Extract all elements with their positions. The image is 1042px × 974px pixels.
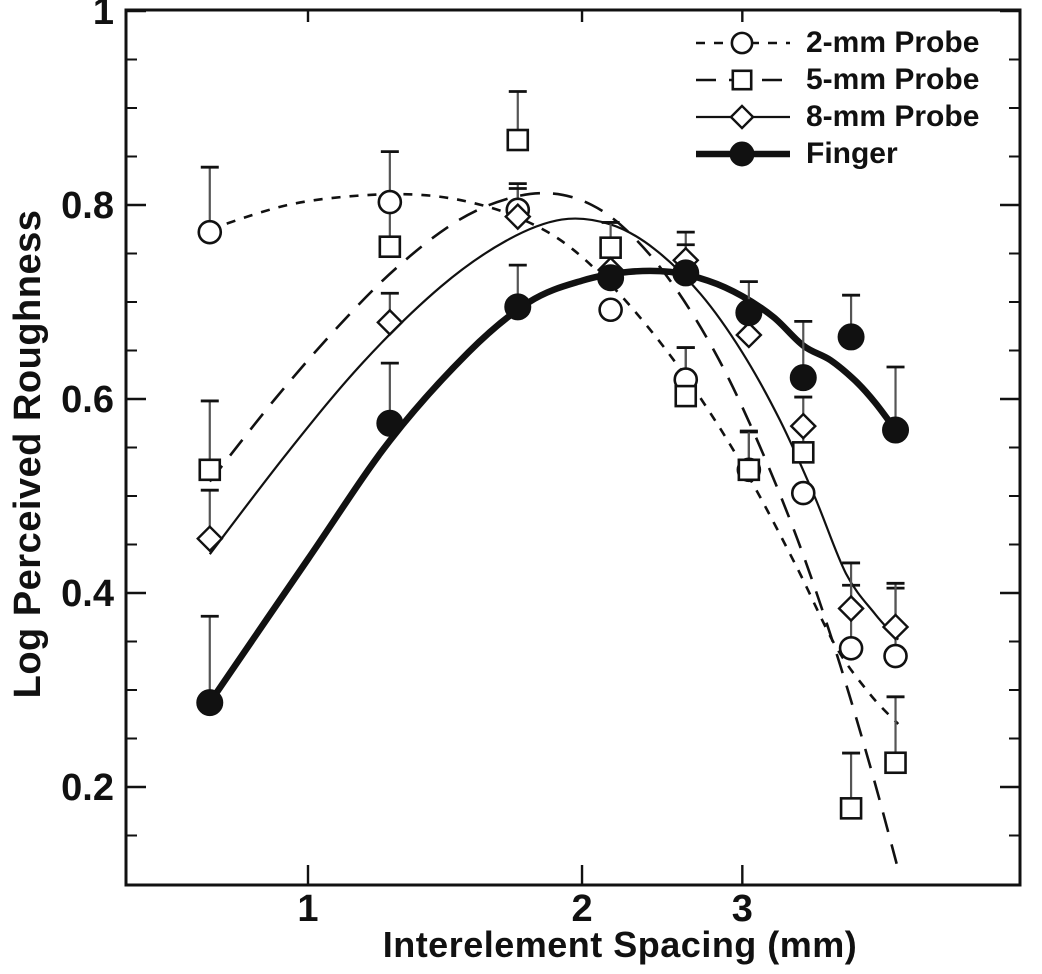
marker-open-diamond [196, 524, 224, 553]
marker-open-diamond [789, 412, 817, 440]
marker-filled-circle [789, 364, 817, 392]
marker-open-circle [377, 189, 403, 215]
marker-open-square [674, 384, 698, 408]
marker-open-circle [598, 297, 623, 323]
x-tick-label: 3 [732, 888, 753, 930]
legend-item-2mm-probe: 2-mm Probe [694, 24, 979, 61]
marker-filled-circle [882, 416, 910, 444]
x-axis-ticks: 1 2 3 [297, 10, 753, 930]
curve-2-mm-probe [209, 192, 900, 725]
marker-filled-circle [735, 299, 763, 327]
marker-open-diamond [376, 308, 404, 337]
legend-sample-2mm-probe-icon [696, 31, 790, 54]
y-axis-title: Log Perceived Roughness [7, 209, 49, 699]
marker-open-diamond [729, 103, 755, 130]
legend-sample-5mm-probe-icon [696, 68, 790, 90]
marker-open-square [198, 458, 222, 482]
legend-item-5mm-probe: 5-mm Probe [694, 61, 979, 98]
fit-curves [207, 191, 900, 870]
y-tick-label: 0.4 [61, 573, 114, 615]
marker-filled-circle [672, 259, 700, 287]
marker-open-square [599, 236, 622, 259]
legend-label: Finger [806, 136, 898, 170]
marker-open-square [791, 441, 815, 464]
curve-8-mm-probe [208, 217, 900, 641]
marker-open-diamond [837, 594, 865, 623]
legend: 2-mm Probe 5-mm Probe 8-mm Probe Finger [694, 24, 979, 172]
marker-open-square [839, 797, 863, 820]
marker-filled-circle [504, 293, 532, 321]
marker-open-circle [197, 219, 223, 245]
y-tick-label: 1 [93, 0, 114, 33]
series-5-mm-probe [198, 128, 907, 820]
error-bars-finger [200, 243, 905, 703]
marker-filled-circle [729, 141, 755, 166]
marker-open-square [737, 458, 761, 482]
marker-open-diamond [504, 202, 532, 231]
legend-label: 5-mm Probe [806, 62, 980, 96]
marker-open-square [884, 751, 907, 775]
x-tick-label: 2 [571, 888, 592, 930]
legend-label: 2-mm Probe [806, 25, 980, 59]
y-tick-label: 0.2 [61, 767, 114, 809]
y-tick-label: 0.6 [61, 379, 114, 421]
legend-item-8mm-probe: 8-mm Probe [694, 98, 979, 135]
marker-open-circle [883, 643, 908, 669]
marker-filled-circle [376, 409, 404, 437]
marker-filled-circle [597, 264, 625, 292]
marker-filled-circle [196, 689, 224, 717]
legend-sample-8mm-probe-icon [696, 103, 790, 130]
x-axis-title: Interelement Spacing (mm) [382, 924, 858, 965]
curve-finger [207, 267, 899, 705]
marker-open-circle [790, 480, 816, 506]
y-tick-label: 0.8 [61, 185, 114, 227]
marker-open-diamond [735, 321, 763, 349]
x-tick-label: 1 [297, 888, 318, 930]
legend-label: 8-mm Probe [806, 99, 980, 133]
marker-open-square [506, 128, 530, 152]
series-finger [196, 259, 910, 717]
error-bars-2-mm-probe [200, 150, 905, 657]
curve-5-mm-probe [208, 191, 900, 870]
marker-open-square [378, 235, 402, 259]
legend-item-finger: Finger [694, 135, 979, 172]
y-axis-ticks: 1 0.8 0.6 0.4 0.2 [61, 0, 1020, 837]
marker-open-square [731, 68, 753, 90]
marker-open-circle [730, 31, 754, 54]
marker-open-circle [838, 635, 864, 661]
marker-filled-circle [837, 323, 865, 351]
marker-open-diamond [881, 613, 910, 641]
data-markers [196, 128, 910, 820]
legend-sample-finger-icon [696, 141, 790, 166]
